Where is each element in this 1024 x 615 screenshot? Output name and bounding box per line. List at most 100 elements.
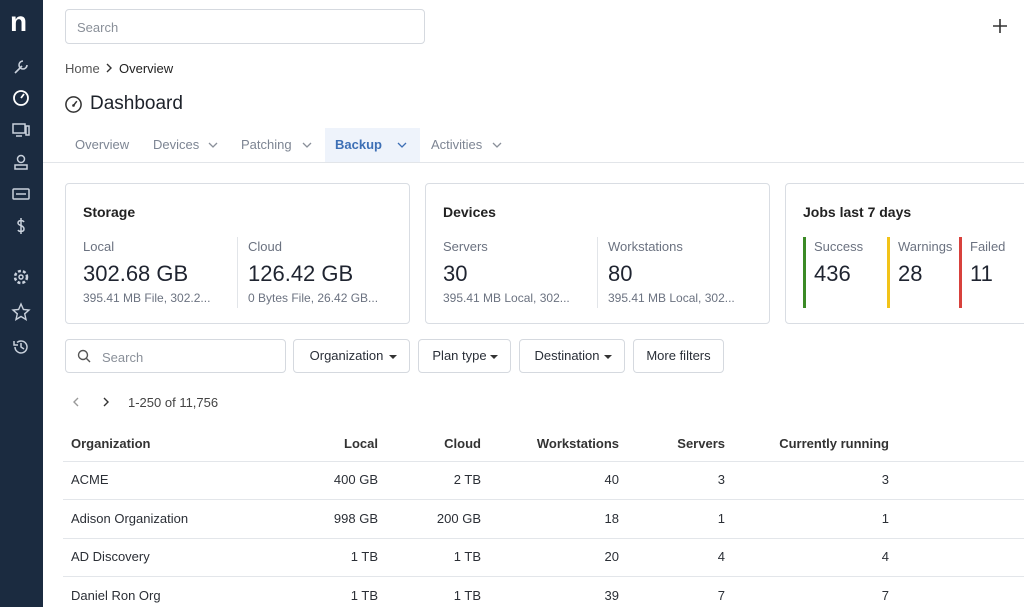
tab[interactable]: Patching: [231, 128, 325, 162]
table-cell: 1 TB: [453, 587, 481, 603]
status-bar: [959, 237, 962, 308]
stat-value: 30: [443, 261, 468, 286]
filter-button[interactable]: Plan type: [418, 339, 511, 373]
chevron: [397, 142, 407, 148]
table-row[interactable]: [63, 538, 1024, 576]
row-divider: [63, 576, 1024, 577]
billing-icon[interactable]: [11, 216, 31, 236]
column-header: Local: [344, 436, 378, 451]
table-cell: 4: [881, 549, 889, 564]
filter-button[interactable]: More filters: [633, 339, 724, 373]
pagination-info: 1-250 of 11,756: [128, 395, 219, 410]
stat-detail: 395.41 MB Local, 302...: [443, 291, 570, 305]
status-bar: [887, 237, 890, 308]
next-page[interactable]: [100, 396, 112, 408]
history-icon[interactable]: [11, 337, 31, 357]
chevron: [208, 142, 218, 148]
stat-label: Failed: [970, 239, 1006, 254]
stat-value: 28: [898, 261, 923, 286]
table-cell: AD Discovery: [71, 549, 150, 564]
stat-value: 80: [608, 261, 633, 286]
filter-label: Plan type: [432, 348, 487, 363]
filter-label: Destination: [534, 348, 600, 363]
table-cell: 1: [717, 510, 725, 526]
table-row[interactable]: [63, 461, 1024, 499]
table-cell: 3: [717, 472, 725, 487]
tools-icon[interactable]: [11, 57, 31, 77]
table-cell: 1: [881, 510, 889, 526]
column-header: Organization: [71, 436, 151, 451]
stat-value: 126.42 GB: [248, 261, 354, 286]
users-icon[interactable]: [11, 152, 31, 172]
tab[interactable]: Overview: [65, 128, 143, 162]
header-divider: [63, 461, 1024, 462]
chevron: [492, 142, 502, 148]
chevron: [302, 142, 312, 148]
breadcrumb-home[interactable]: Home: [65, 61, 100, 76]
tab-label: Overview: [75, 137, 130, 152]
devices-icon[interactable]: [11, 120, 31, 140]
table-cell: 39: [604, 587, 619, 603]
table-cell: Adison Organization: [71, 510, 189, 526]
stat-label: Workstations: [608, 239, 683, 254]
search-placeholder: Search: [77, 20, 119, 35]
table-row[interactable]: [63, 500, 1024, 538]
add-button[interactable]: [991, 17, 1009, 35]
table-row[interactable]: [63, 577, 1024, 615]
filter-label: Organization: [309, 348, 384, 363]
sidebar: n: [0, 0, 43, 607]
stat-detail: 395.41 MB File, 302.2...: [83, 291, 211, 305]
table-cell: 3: [881, 472, 889, 487]
stat-label: Servers: [443, 239, 488, 254]
breadcrumb-separator: [106, 63, 112, 73]
stat-card: Jobs last 7 days Success 436 Warnings 28 Fail…: [785, 183, 1024, 324]
table-cell: Daniel Ron Org: [71, 587, 161, 603]
tab-label: Patching: [241, 137, 292, 152]
tab-label: Devices: [153, 137, 200, 152]
breadcrumb-current: Overview: [119, 61, 174, 76]
stat-value: 302.68 GB: [83, 261, 189, 286]
filter-search[interactable]: Search: [65, 339, 286, 373]
status-bar: [803, 237, 806, 308]
filter-button[interactable]: Destination: [519, 339, 625, 373]
table-cell: 200 GB: [436, 510, 481, 526]
stat-value: 436: [814, 261, 851, 286]
table-cell: 400 GB: [333, 472, 378, 487]
backup-icon[interactable]: [11, 184, 31, 204]
dashboard-icon[interactable]: [11, 88, 31, 108]
stat-label: Cloud: [248, 239, 282, 254]
search-icon: [77, 349, 91, 363]
filter-button[interactable]: Organization: [293, 339, 410, 373]
table-cell: 998 GB: [333, 510, 378, 526]
tab-label: Backup: [335, 137, 382, 152]
table-cell: 7: [881, 587, 889, 603]
dropdown-arrow: [490, 355, 498, 359]
column-header: Workstations: [536, 436, 619, 451]
prev-page[interactable]: [70, 396, 82, 408]
stat-label: Local: [83, 239, 115, 254]
stat-detail: 0 Bytes File, 26.42 GB...: [248, 291, 379, 305]
card-title: Devices: [443, 204, 496, 220]
stat-divider: [237, 237, 238, 308]
column-header: Currently running: [779, 436, 889, 451]
table-cell: 18: [604, 510, 619, 526]
stat-value: 11: [970, 261, 993, 286]
tab[interactable]: Backup: [325, 128, 420, 162]
filter-search-placeholder: Search: [102, 350, 144, 365]
table-cell: 1 TB: [453, 549, 481, 564]
top-search[interactable]: Search: [65, 9, 425, 44]
favorites-icon[interactable]: [11, 302, 31, 322]
tab[interactable]: Devices: [143, 128, 231, 162]
dropdown-arrow: [604, 355, 612, 359]
tab[interactable]: Activities: [421, 128, 515, 162]
tabs-divider: [43, 162, 1024, 163]
stat-card: Devices Servers 30 395.41 MB Local, 302... W…: [425, 183, 770, 324]
stat-divider: [597, 237, 598, 308]
stat-card: Storage Local 302.68 GB 395.41 MB File, 302…: [65, 183, 410, 324]
dropdown-arrow: [389, 355, 397, 359]
stat-label: Success: [814, 239, 864, 254]
logo[interactable]: n: [10, 6, 28, 37]
settings-icon[interactable]: [11, 267, 31, 287]
page-title: Dashboard: [90, 93, 183, 114]
filter-label: More filters: [646, 348, 711, 363]
